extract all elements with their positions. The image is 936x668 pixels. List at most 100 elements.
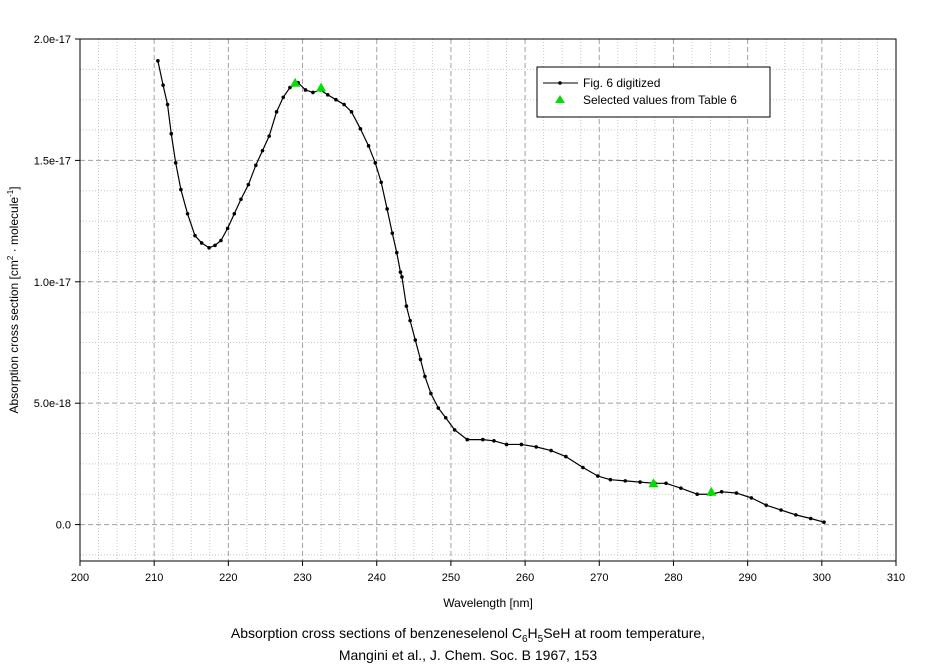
x-tick-label: 310 (887, 572, 905, 584)
legend-box (536, 66, 771, 118)
data-point-digitized (390, 231, 395, 236)
grid (80, 38, 896, 561)
legend: Fig. 6 digitized Selected values from Ta… (536, 66, 771, 118)
data-point-digitized (549, 448, 553, 453)
x-tick-label: 250 (442, 572, 460, 584)
y-tick-label: 0.0 (56, 520, 71, 532)
data-point-digitized (254, 163, 258, 168)
data-point-digitized (385, 207, 389, 211)
data-point-digitized (303, 88, 308, 92)
data-point-digitized (239, 197, 243, 202)
x-tick-label: 270 (590, 572, 608, 584)
y-tick-label: 2.0e-17 (34, 34, 71, 46)
data-point-digitized (169, 131, 174, 136)
figure-caption-line-1: Absorption cross sections of benzenesele… (230, 625, 706, 645)
data-point-digitized (779, 508, 783, 512)
data-point-digitized (492, 439, 496, 443)
y-axis-title: Absorption cross section [cm2 · molecule… (6, 186, 21, 413)
data-point-digitized (719, 490, 724, 494)
data-point-digitized (311, 90, 315, 95)
data-point-digitized (481, 437, 485, 442)
data-point-digitized (281, 95, 286, 100)
data-point-digitized (373, 161, 378, 165)
data-point-digitized (423, 374, 427, 379)
data-point-digitized (664, 481, 668, 486)
data-point-digitized (199, 241, 204, 245)
x-tick-label: 210 (145, 572, 163, 584)
x-tick-label: 280 (664, 572, 682, 584)
legend-label-digitized: Fig. 6 digitized (583, 76, 660, 90)
data-point-digitized (267, 134, 271, 138)
data-point-digitized (398, 270, 403, 274)
data-point-digitized (232, 212, 237, 216)
data-point-digitized (822, 520, 826, 524)
data-point-digitized (581, 465, 585, 470)
data-point-digitized (519, 442, 524, 447)
data-point-digitized (564, 454, 568, 459)
data-point-digitized (595, 474, 600, 478)
data-point-table6 (290, 77, 301, 87)
data-point-digitized (749, 496, 754, 500)
data-point-digitized (334, 97, 338, 102)
data-point-digitized (246, 182, 251, 187)
data-point-digitized (193, 233, 197, 238)
data-point-digitized (679, 486, 683, 490)
axis-ticks (75, 38, 897, 566)
data-point-digitized (173, 161, 178, 165)
data-point-digitized (623, 479, 628, 483)
data-point-digitized (165, 102, 170, 107)
data-point-digitized (179, 187, 183, 192)
data-point-digitized (443, 415, 448, 420)
data-point-digitized (213, 243, 217, 248)
y-tick-label: 5.0e-18 (34, 398, 71, 410)
data-point-digitized (225, 226, 230, 231)
data-point-digitized (342, 102, 346, 107)
y-tick-label: 1.0e-17 (34, 277, 71, 289)
data-point-digitized (404, 304, 409, 308)
data-point-digitized (465, 437, 470, 442)
data-point-digitized (325, 93, 330, 97)
x-tick-label: 230 (293, 572, 311, 584)
x-tick-label: 240 (368, 572, 386, 584)
data-point-digitized (764, 503, 768, 507)
data-point-digitized (695, 492, 699, 497)
data-point-digitized (207, 246, 211, 250)
data-point-table6 (316, 82, 327, 92)
data-point-digitized (379, 180, 383, 185)
data-point-digitized (161, 83, 165, 87)
data-point-digitized (274, 110, 279, 114)
data-point-table6 (648, 478, 659, 488)
x-tick-label: 220 (219, 572, 237, 584)
data-point-digitized (608, 477, 613, 482)
data-point-digitized (413, 338, 418, 342)
data-point-digitized (638, 480, 642, 484)
x-axis-title: Wavelength [nm] (443, 596, 533, 610)
data-point-digitized (808, 516, 813, 521)
data-point-digitized (366, 144, 371, 148)
data-point-digitized (185, 212, 190, 216)
series-layer (156, 59, 826, 524)
data-point-digitized (429, 391, 433, 396)
data-point-digitized (418, 357, 423, 362)
data-point-digitized (794, 513, 798, 517)
x-tick-label: 200 (71, 572, 89, 584)
plot-frame (79, 38, 897, 562)
legend-label-table: Selected values from Table 6 (583, 93, 737, 107)
data-point-digitized (219, 238, 223, 243)
x-tick-label: 300 (813, 572, 831, 584)
data-point-digitized (394, 250, 399, 255)
figure-caption-line-2: Mangini et al., J. Chem. Soc. B 1967, 15… (338, 647, 598, 663)
x-tick-label: 290 (738, 572, 756, 584)
data-point-digitized (358, 127, 363, 131)
legend-line-marker (558, 81, 562, 85)
data-point-digitized (436, 406, 441, 410)
data-point-digitized (156, 59, 160, 63)
data-point-table6 (706, 486, 717, 496)
data-point-digitized (400, 275, 404, 279)
legend-triangle-marker (555, 95, 565, 103)
data-point-digitized (452, 428, 457, 432)
data-point-digitized (260, 148, 265, 153)
y-tick-label: 1.5e-17 (34, 155, 71, 167)
data-point-digitized (408, 318, 412, 323)
